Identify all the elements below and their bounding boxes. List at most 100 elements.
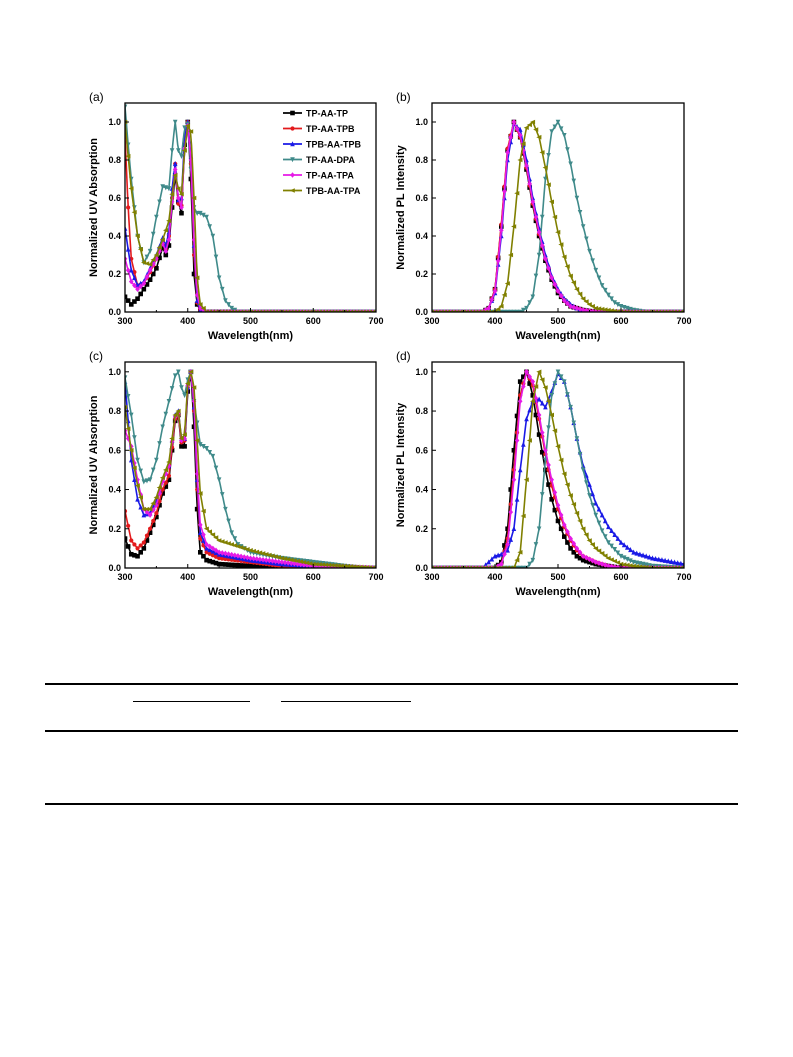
- data-point: [144, 478, 150, 484]
- data-point: [545, 398, 551, 404]
- series-TPB-AA-TPA: [432, 369, 684, 568]
- data-point: [254, 564, 260, 568]
- y-tick-label: 0.6: [108, 445, 121, 455]
- data-point: [219, 286, 225, 292]
- data-point: [126, 205, 131, 210]
- data-point: [131, 209, 137, 215]
- data-point: [135, 476, 140, 483]
- x-tick-label: 400: [487, 316, 502, 326]
- data-point: [530, 119, 536, 125]
- data-point: [530, 199, 536, 205]
- data-point: [166, 463, 172, 469]
- x-axis-label: Wavelength(nm): [515, 586, 600, 598]
- data-point: [163, 252, 169, 258]
- data-point: [549, 129, 554, 135]
- y-tick-label: 0.4: [415, 231, 428, 241]
- data-point: [147, 512, 153, 518]
- data-point: [179, 385, 184, 391]
- data-point: [128, 267, 134, 273]
- data-point: [248, 555, 253, 561]
- data-point: [147, 267, 153, 273]
- data-point: [586, 538, 592, 543]
- data-point: [319, 562, 325, 567]
- data-point: [577, 518, 583, 524]
- data-point: [204, 541, 209, 548]
- data-point: [314, 563, 319, 568]
- data-point: [634, 550, 640, 556]
- x-tick-label: 500: [550, 572, 565, 582]
- data-point: [675, 560, 680, 566]
- data-point: [536, 432, 542, 437]
- data-point: [583, 299, 589, 304]
- data-point: [514, 190, 520, 196]
- data-point: [621, 542, 627, 548]
- data-point: [301, 562, 307, 568]
- data-point: [609, 527, 614, 534]
- data-point: [304, 560, 310, 566]
- series-TP-AA-TPB: [432, 369, 684, 568]
- data-point: [564, 482, 570, 487]
- series-line: [125, 373, 376, 568]
- data-point: [627, 563, 633, 568]
- data-point: [606, 524, 611, 530]
- data-point: [596, 560, 602, 566]
- data-point: [169, 148, 175, 154]
- data-point: [292, 560, 297, 567]
- data-point: [226, 551, 231, 557]
- data-point: [210, 559, 216, 565]
- data-point: [128, 278, 134, 285]
- data-point: [552, 507, 558, 513]
- data-point: [341, 563, 347, 568]
- data-point: [625, 544, 630, 550]
- data-point: [517, 157, 523, 163]
- data-point: [521, 383, 526, 390]
- data-point: [646, 565, 652, 568]
- data-point: [210, 233, 216, 239]
- data-point: [631, 549, 636, 555]
- data-point: [608, 557, 614, 562]
- data-point: [514, 557, 520, 563]
- data-point: [132, 552, 137, 558]
- data-point: [179, 437, 184, 444]
- data-point: [198, 305, 203, 311]
- data-point: [229, 551, 234, 558]
- table-bottom-rule: [45, 803, 738, 805]
- data-point: [144, 274, 150, 280]
- y-tick-label: 0.4: [108, 231, 121, 241]
- data-point: [323, 562, 329, 568]
- x-tick-label: 600: [306, 316, 321, 326]
- data-point: [498, 304, 504, 309]
- data-point: [562, 534, 567, 539]
- data-point: [580, 557, 586, 563]
- data-point: [536, 412, 542, 418]
- series-line: [432, 371, 684, 568]
- data-point: [508, 487, 514, 492]
- data-point: [179, 153, 184, 159]
- data-point: [207, 543, 213, 550]
- data-point: [533, 384, 539, 389]
- y-tick-label: 0.4: [108, 485, 121, 495]
- data-point: [310, 559, 316, 565]
- data-point: [546, 265, 551, 272]
- data-point: [172, 172, 178, 178]
- data-point: [307, 562, 313, 568]
- data-point: [257, 556, 263, 563]
- data-point: [486, 559, 491, 565]
- y-tick-label: 1.0: [108, 117, 121, 127]
- data-point: [504, 281, 510, 286]
- data-point: [546, 152, 551, 159]
- data-point: [150, 507, 156, 513]
- data-point: [210, 532, 216, 537]
- data-point: [197, 491, 203, 496]
- y-tick-label: 0.8: [108, 155, 121, 165]
- legend-label: TP-AA-TPB: [306, 124, 355, 134]
- series-line: [125, 371, 376, 568]
- data-point: [549, 393, 554, 399]
- data-point: [198, 550, 203, 555]
- data-point: [172, 161, 178, 167]
- data-point: [549, 476, 554, 483]
- series-line: [125, 121, 376, 312]
- data-point: [126, 523, 131, 528]
- data-point: [678, 560, 684, 566]
- panel-c: 300 400 500 600 700 0.0 0.2 0.4 0.6 0.8 1.0 Wavelen…: [88, 349, 384, 598]
